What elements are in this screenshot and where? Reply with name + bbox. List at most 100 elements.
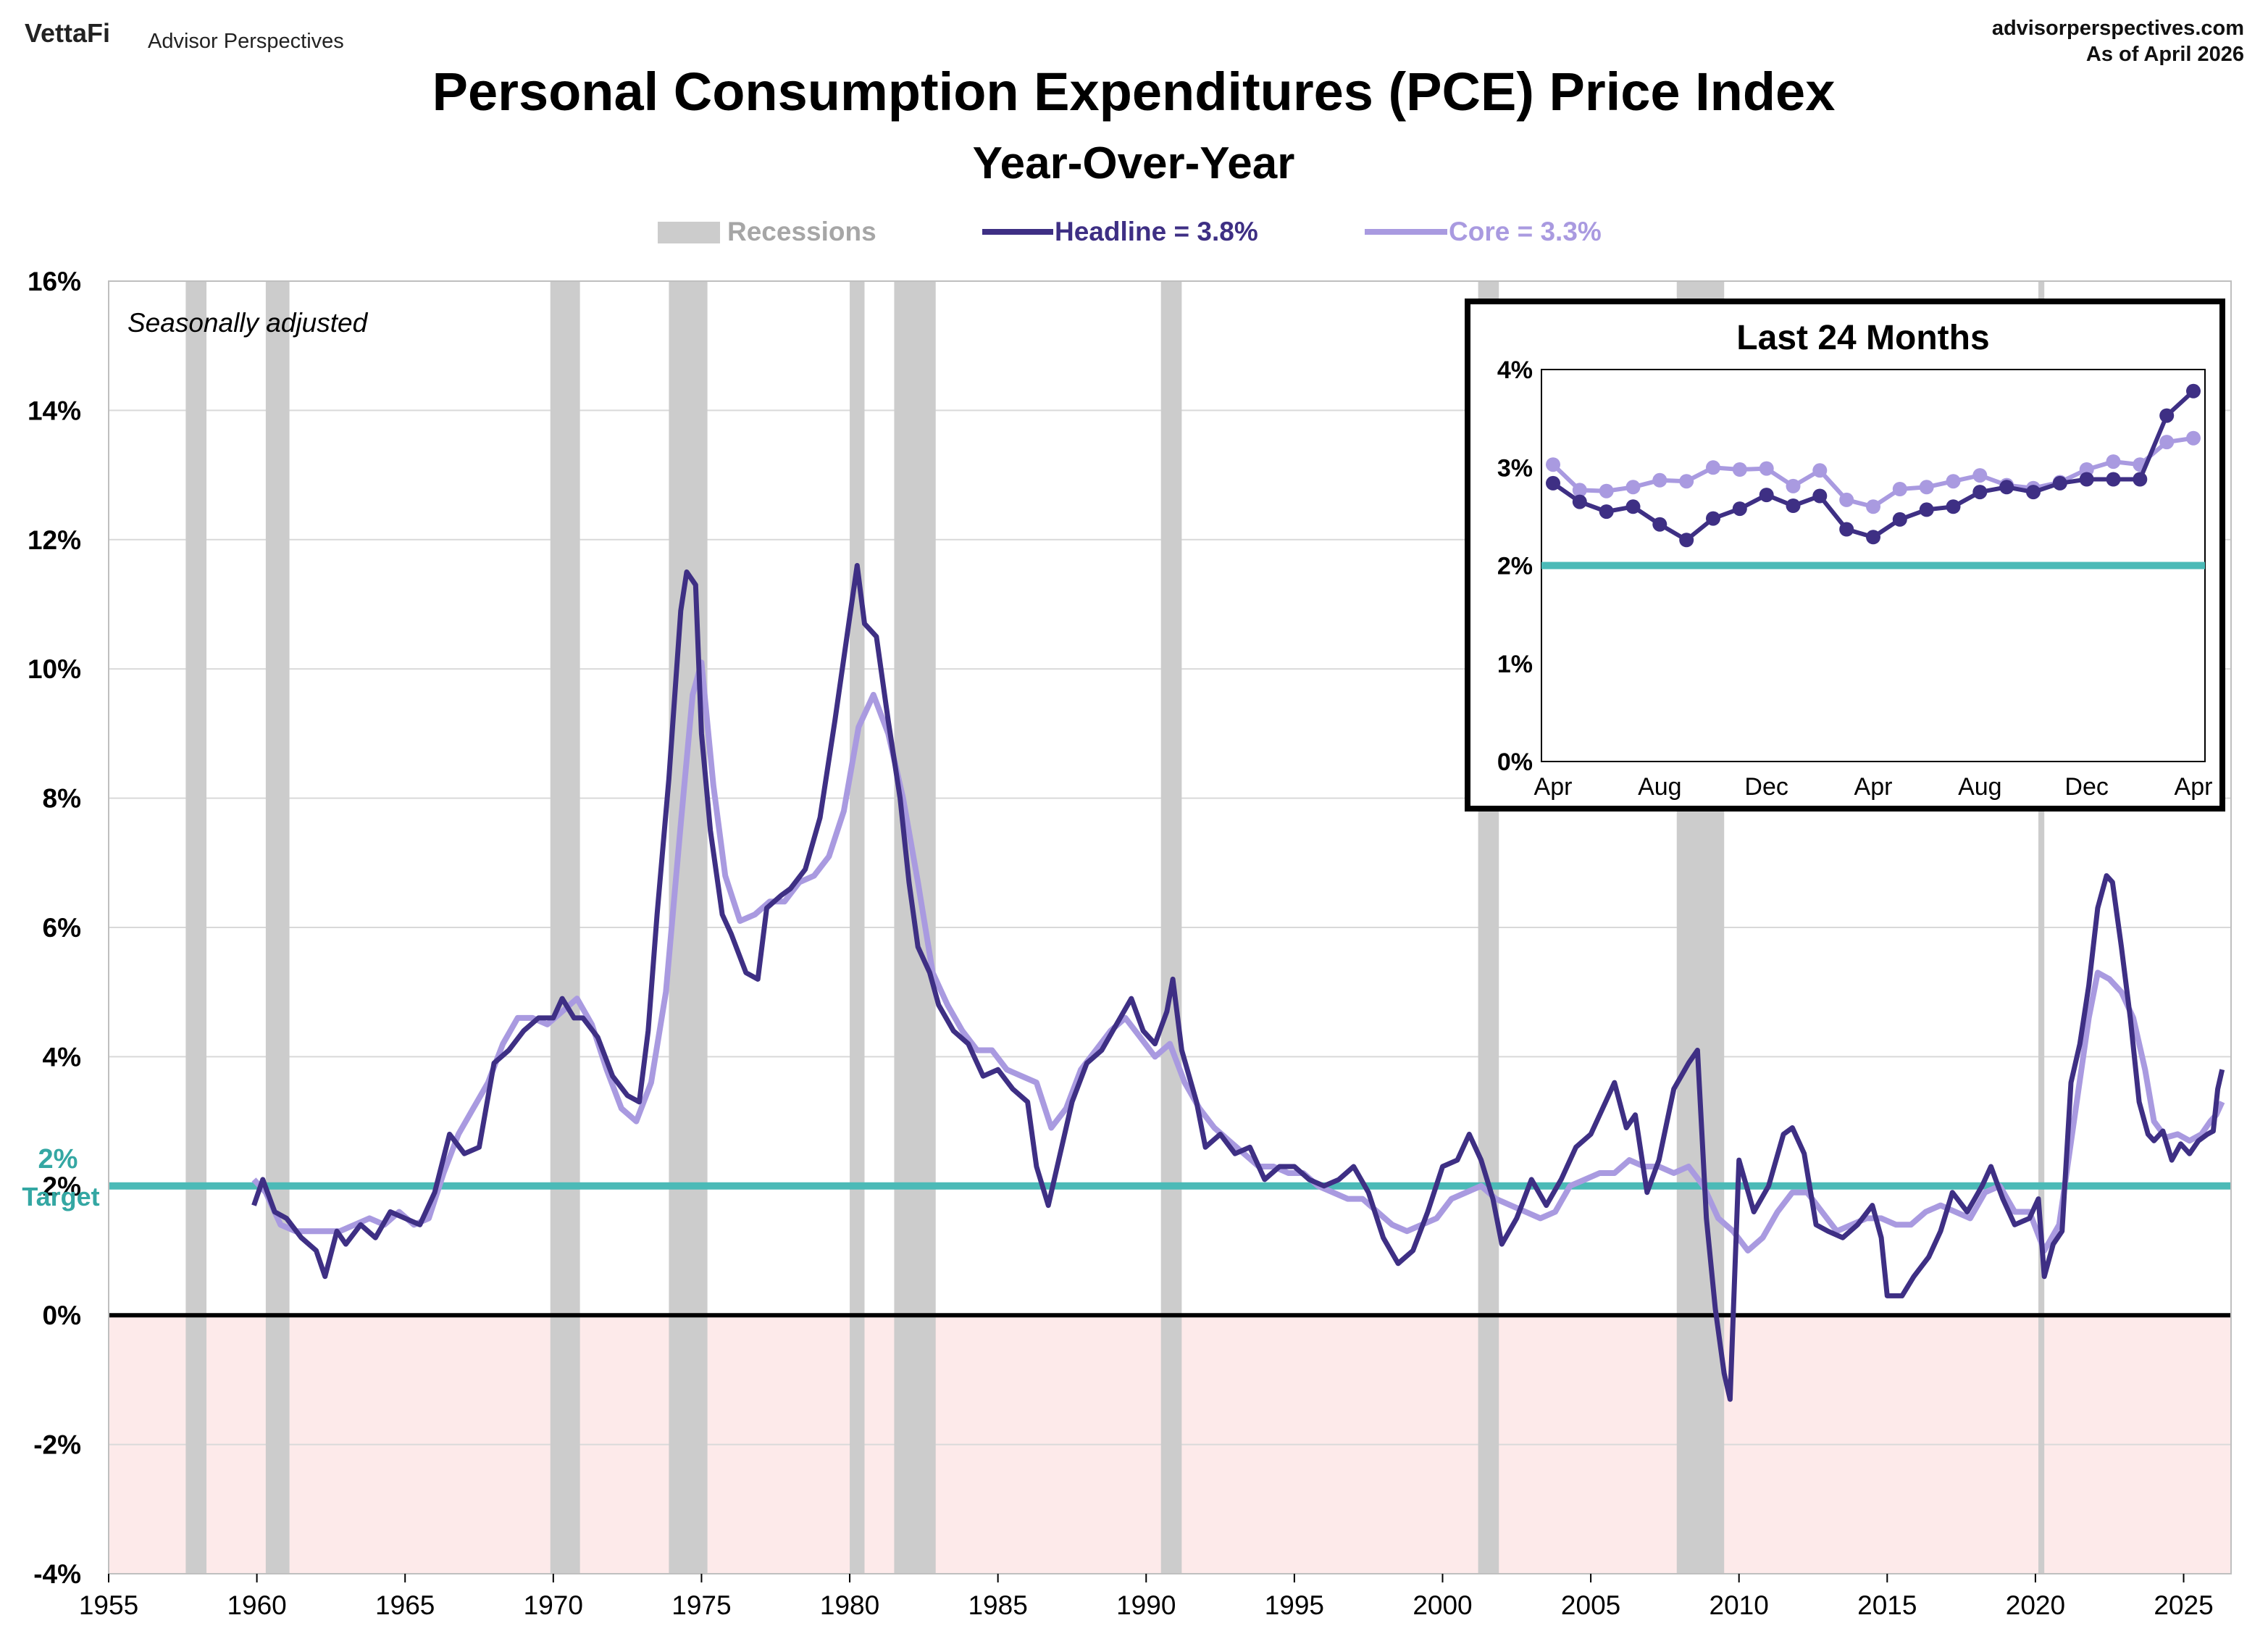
site-url: advisorperspectives.com [1992,17,2244,40]
x-tick-label: 1975 [671,1590,731,1620]
inset-point-core [1625,480,1641,495]
inset-title: Last 24 Months [1736,319,1989,357]
y-tick-label: 2% [43,1172,81,1201]
inset-point-headline [2133,472,2148,487]
legend: Recessions Headline = 3.8% Core = 3.3% [658,217,1602,246]
inset-point-headline [1812,488,1828,504]
y-tick-label: 16% [28,267,81,296]
inset-point-headline [2052,475,2067,491]
inset-point-core [1732,462,1747,477]
as-of-date: As of April 2026 [2086,43,2244,66]
inset-point-core [2186,430,2201,446]
inset-point-headline [1679,533,1694,548]
x-tick-label: 2005 [1561,1590,1620,1620]
inset-point-headline [1599,504,1614,520]
recession-band [669,281,708,1574]
logo-sub: Advisor Perspectives [148,30,344,53]
x-tick-label: 1985 [968,1590,1027,1620]
inset-y-tick-label: 4% [1497,356,1533,384]
inset-point-headline [1625,499,1641,514]
inset-x-tick-label: Dec [1744,773,1788,801]
inset-point-core [1572,483,1587,498]
inset-point-headline [2159,408,2175,423]
inset-plot: 0% 1% 2% 3% 4% Apr Aug Dec Apr Aug Dec Apr [1497,356,2213,801]
inset-point-headline [2026,485,2041,500]
inset-point-core [2106,454,2121,470]
inset-point-core [1759,461,1774,476]
inset-point-headline [1972,485,1988,500]
inset-point-headline [1866,530,1880,545]
inset-point-core [1972,468,1988,483]
x-tick-label: 2020 [2006,1590,2065,1620]
y-tick-label: -4% [33,1559,81,1589]
inset-point-core [1706,460,1720,475]
inset-x-tick-label: Apr [1534,773,1573,801]
x-tick-label: 1990 [1116,1590,1176,1620]
x-tick-label: 1960 [227,1590,286,1620]
inset-point-core [1812,463,1828,478]
inset-point-headline [1786,498,1801,513]
x-tick-label: 1970 [524,1590,583,1620]
inset-x-tick-label: Aug [1638,773,1682,801]
legend-recession-swatch [658,222,720,243]
x-tick-label: 2015 [1857,1590,1917,1620]
inset-point-core [1786,478,1801,493]
chart-subtitle: Year-Over-Year [973,138,1295,188]
inset-point-headline [1732,501,1747,517]
seasonal-note: Seasonally adjusted [127,308,369,338]
plot-frame [108,280,2232,1574]
recession-band [265,281,290,1574]
inset-x-tick-label: Apr [1854,773,1893,801]
inset-point-core [2159,435,2175,450]
inset-x-tick-label: Aug [1958,773,2002,801]
inset-point-headline [2106,472,2121,487]
y-tick-label: 14% [28,396,81,425]
x-tick-label: 1995 [1265,1590,1324,1620]
target-word-label: Target [22,1182,99,1211]
x-tick-label: 2010 [1710,1590,1769,1620]
y-tick-label: 10% [28,654,81,684]
inset-point-headline [1892,512,1907,527]
inset-point-core [1652,472,1667,488]
inset-point-core [1919,480,1934,495]
x-tick-label: 2000 [1413,1590,1472,1620]
main-plot: -4% -2% 0% 2% 4% 6% 8% 10% 12% 14% 16% 1955 1960 1965… [28,267,2232,1620]
logo-brand: VettaFi [25,18,110,48]
recession-band [550,281,580,1574]
inset-point-headline [1839,522,1854,537]
legend-recessions-label: Recessions [727,217,876,246]
recession-band [1160,281,1182,1574]
y-tick-label: 4% [43,1042,81,1072]
target-value-label: 2% [38,1144,78,1175]
inset-y-tick-label: 2% [1497,553,1533,580]
recession-band [2038,281,2045,1574]
inset-point-core [1679,474,1694,489]
inset-y-tick-label: 0% [1497,748,1533,776]
inset-point-headline [2079,472,2094,487]
recession-band [850,281,865,1574]
y-tick-label: 0% [43,1301,81,1330]
inset-y-tick-label: 3% [1497,454,1533,482]
inset-point-core [1599,483,1614,498]
inset-point-headline [1759,488,1774,503]
inset-point-core [1946,474,1961,489]
inset-point-headline [1919,502,1934,517]
inset-point-headline [1999,480,2014,495]
inset-point-headline [1946,499,1961,514]
x-tick-label: 1955 [79,1590,138,1620]
y-tick-label: 6% [43,913,81,943]
y-tick-label: -2% [33,1430,81,1460]
y-tick-label: 8% [43,784,81,814]
x-tick-label: 1965 [375,1590,435,1620]
series-line-headline [251,563,2225,1402]
inset-point-core [1892,482,1907,496]
legend-headline-label: Headline = 3.8% [1055,217,1258,246]
y-tick-label: 12% [28,525,81,555]
inset-point-headline [1546,475,1560,491]
recession-band [185,281,207,1574]
inset-x-tick-label: Apr [2175,773,2213,801]
inset-point-core [1546,457,1560,472]
x-tick-label: 2025 [2154,1590,2213,1620]
